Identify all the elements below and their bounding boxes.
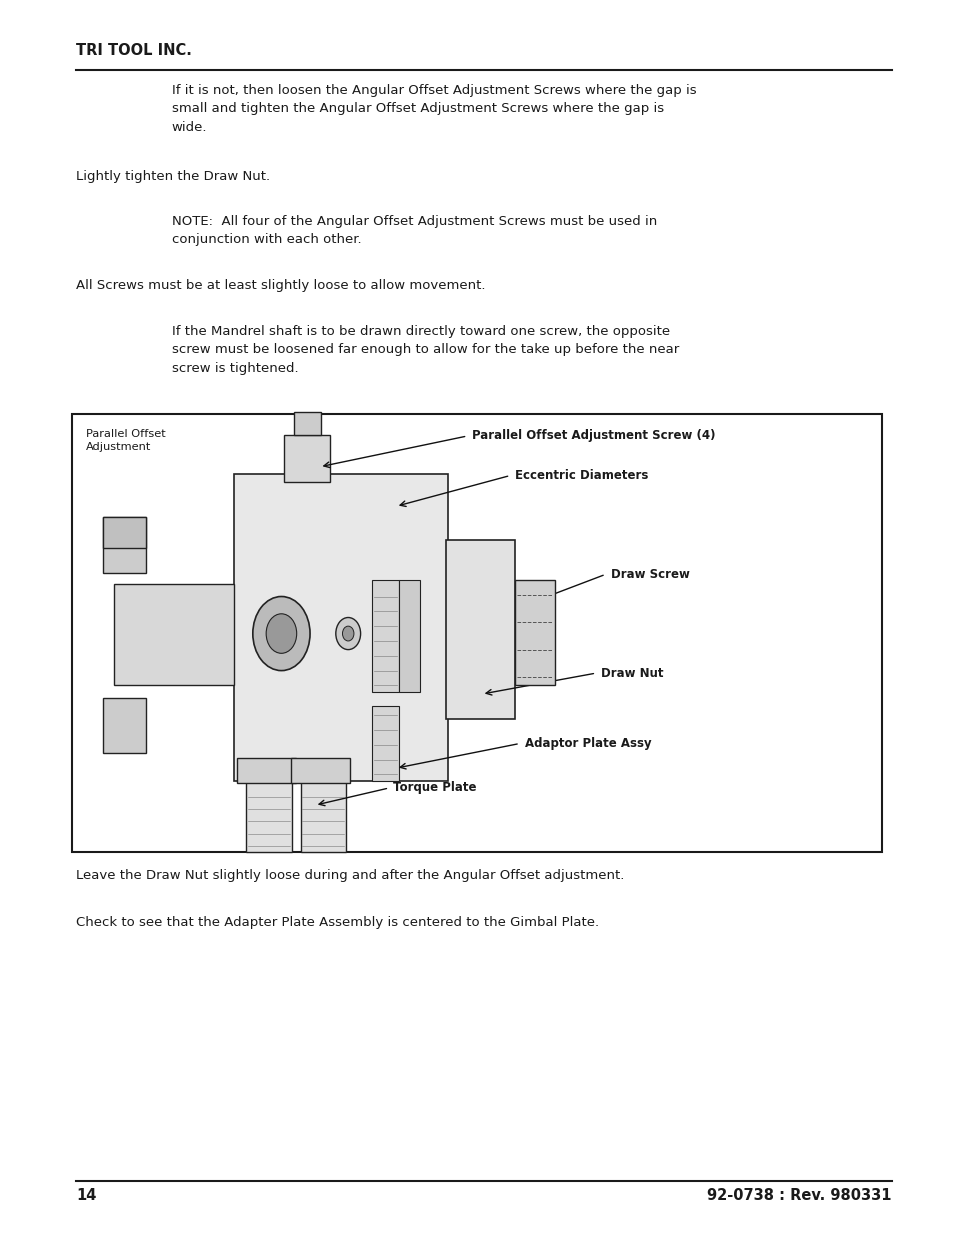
Bar [71, 414, 882, 852]
Bar [114, 584, 233, 685]
Bar [236, 758, 295, 783]
Text: 14: 14 [76, 1188, 96, 1203]
Bar [284, 435, 330, 482]
Bar [103, 517, 146, 573]
Bar [233, 474, 448, 781]
Text: Check to see that the Adapter Plate Assembly is centered to the Gimbal Plate.: Check to see that the Adapter Plate Asse… [76, 916, 598, 930]
Bar [372, 580, 398, 692]
Text: Parallel Offset
Adjustment: Parallel Offset Adjustment [86, 429, 166, 452]
Text: If it is not, then loosen the Angular Offset Adjustment Screws where the gap is
: If it is not, then loosen the Angular Of… [172, 84, 696, 133]
Bar [300, 778, 346, 852]
Bar [515, 580, 555, 685]
Bar [291, 758, 350, 783]
Circle shape [266, 614, 296, 653]
Circle shape [335, 618, 360, 650]
Text: Draw Screw: Draw Screw [610, 568, 689, 580]
Bar [294, 412, 320, 435]
Text: 92-0738 : Rev. 980331: 92-0738 : Rev. 980331 [707, 1188, 891, 1203]
Bar [103, 517, 146, 548]
Text: Torque Plate: Torque Plate [393, 782, 476, 794]
Circle shape [253, 597, 310, 671]
Text: TRI TOOL INC.: TRI TOOL INC. [76, 43, 192, 58]
Text: Lightly tighten the Draw Nut.: Lightly tighten the Draw Nut. [76, 170, 270, 184]
Bar [446, 540, 515, 719]
Text: Parallel Offset Adjustment Screw (4): Parallel Offset Adjustment Screw (4) [472, 430, 715, 442]
Text: NOTE:  All four of the Angular Offset Adjustment Screws must be used in
conjunct: NOTE: All four of the Angular Offset Adj… [172, 215, 657, 247]
Text: If the Mandrel shaft is to be drawn directly toward one screw, the opposite
scre: If the Mandrel shaft is to be drawn dire… [172, 325, 679, 374]
Bar [398, 580, 419, 692]
Text: Eccentric Diameters: Eccentric Diameters [515, 469, 648, 482]
Text: All Screws must be at least slightly loose to allow movement.: All Screws must be at least slightly loo… [76, 279, 485, 293]
Bar [246, 778, 292, 852]
Bar [372, 706, 398, 781]
Circle shape [342, 626, 354, 641]
Text: Adaptor Plate Assy: Adaptor Plate Assy [524, 737, 651, 750]
Text: Leave the Draw Nut slightly loose during and after the Angular Offset adjustment: Leave the Draw Nut slightly loose during… [76, 869, 624, 883]
Text: Draw Nut: Draw Nut [600, 667, 663, 679]
Bar [103, 698, 146, 753]
